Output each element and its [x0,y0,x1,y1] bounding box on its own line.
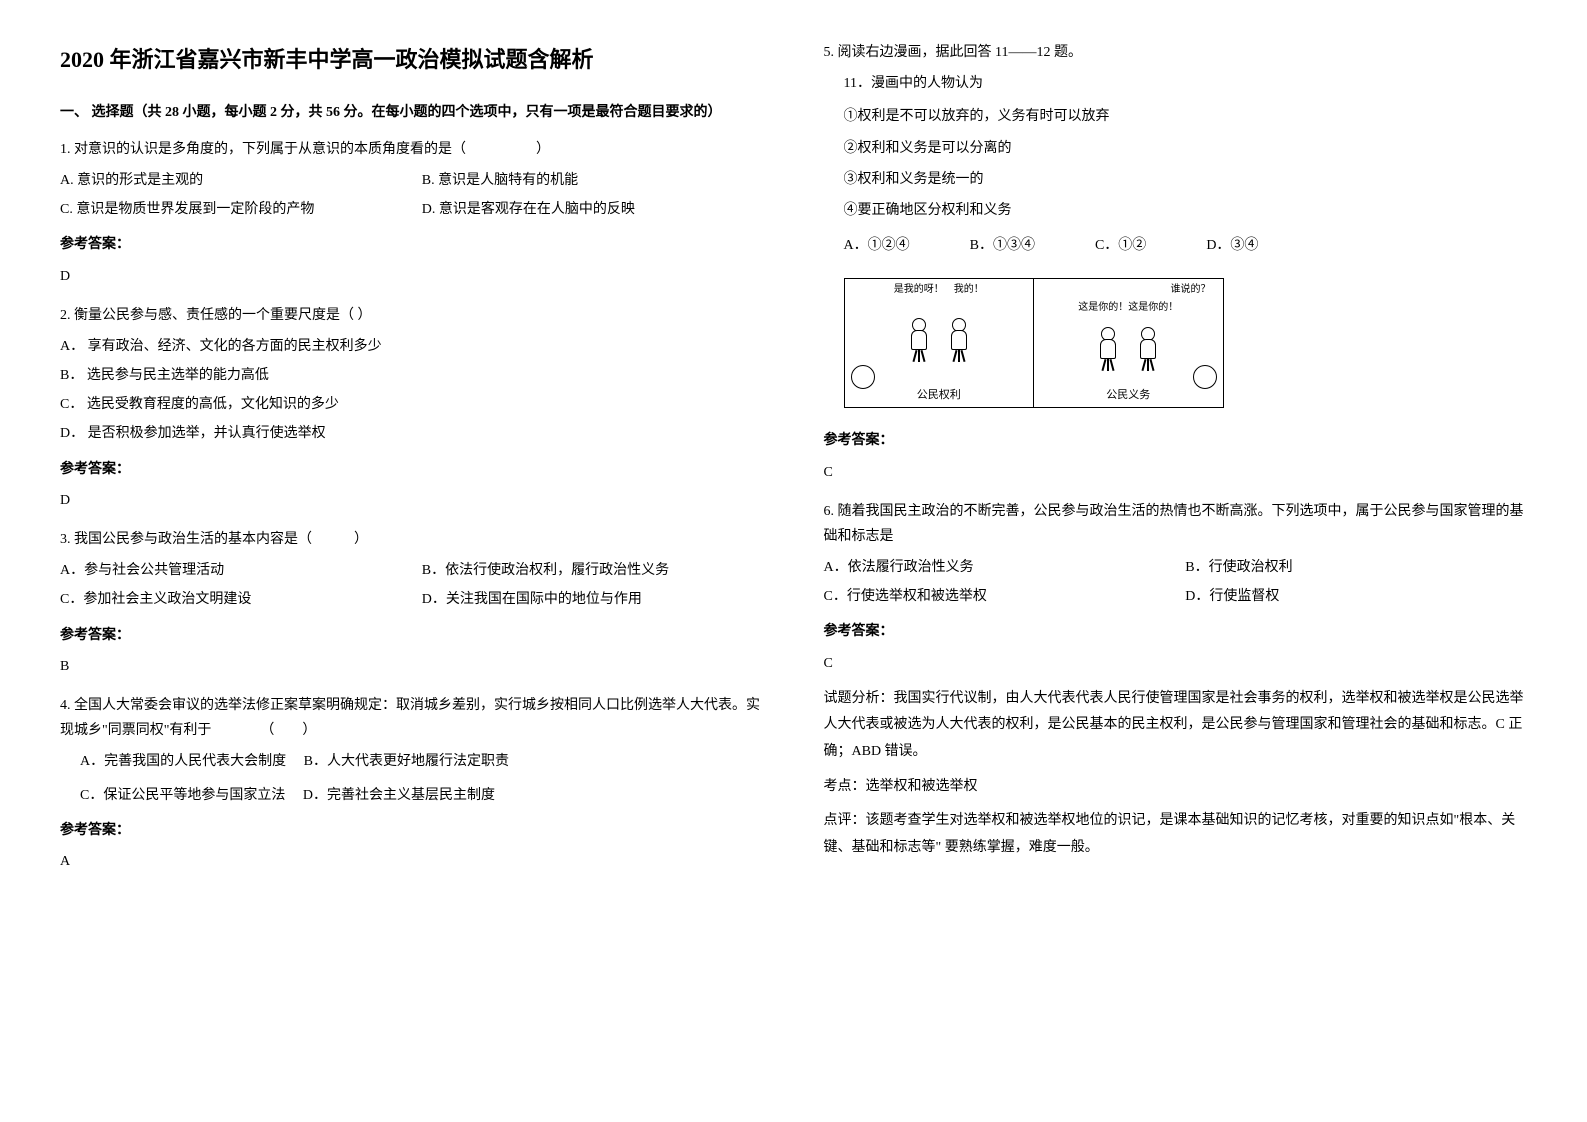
section-header: 一、 选择题（共 28 小题，每小题 2 分，共 56 分。在每小题的四个选项中… [60,100,764,125]
q2-opt-c: C． 选民受教育程度的高低，文化知识的多少 [60,392,764,417]
q5-opt-d: D．③④ [1206,233,1258,258]
q5-opt-a: A．①②④ [844,233,910,258]
q2-answer: D [60,488,764,513]
comic-right-line1: 谁说的？ [1038,281,1219,299]
comic-right-figures [1093,319,1163,385]
question-1: 1. 对意识的认识是多角度的，下列属于从意识的本质角度看的是（ ） A. 意识的… [60,137,764,289]
question-text: 1. 对意识的认识是多角度的，下列属于从意识的本质角度看的是（ ） [60,137,764,162]
q2-opt-d: D． 是否积极参加选举，并认真行使选举权 [60,421,764,446]
q5-s4: ④要正确地区分权利和义务 [844,198,1528,223]
question-6: 6. 随着我国民主政治的不断完善，公民参与政治生活的热情也不断高涨。下列选项中，… [824,499,1528,862]
ball-icon [851,365,875,389]
left-column: 2020 年浙江省嘉兴市新丰中学高一政治模拟试题含解析 一、 选择题（共 28 … [60,40,764,888]
q3-answer: B [60,654,764,679]
q2-options: A． 享有政治、经济、文化的各方面的民主权利多少 B． 选民参与民主选举的能力高… [60,334,764,447]
q5-opt-c: C．①② [1095,233,1146,258]
stick-figure-icon [904,318,934,368]
q6-explanation-1: 试题分析：我国实行代议制，由人大代表代表人民行使管理国家是社会事务的权利，选举权… [824,686,1528,766]
q5-s2: ②权利和义务是可以分离的 [844,136,1528,161]
answer-label: 参考答案： [60,818,764,843]
q6-opt-a: A．依法履行政治性义务 [824,555,1166,580]
answer-label: 参考答案： [60,232,764,257]
ball-icon [1193,365,1217,389]
comic-left: 是我的呀！ 我的！ 公民权利 [845,279,1035,407]
comic-left-caption: 是我的呀！ 我的！ [845,279,1034,301]
q4-answer: A [60,849,764,874]
q4-options: A．完善我国的人民代表大会制度 B．人大代表更好地履行法定职责 C．保证公民平等… [80,749,764,807]
q6-explanation-2: 考点：选举权和被选举权 [824,774,1528,801]
question-text: 2. 衡量公民参与感、责任感的一个重要尺度是（ ） [60,303,764,328]
question-2: 2. 衡量公民参与感、责任感的一个重要尺度是（ ） A． 享有政治、经济、文化的… [60,303,764,513]
answer-label: 参考答案： [824,428,1528,453]
comic-left-label: 公民权利 [917,386,961,408]
q4-opt-cd: C．保证公民平等地参与国家立法 D．完善社会主义基层民主制度 [80,783,764,808]
q3-options: A．参与社会公共管理活动 B．依法行使政治权利，履行政治性义务 C．参加社会主义… [60,558,764,612]
q3-opt-d: D．关注我国在国际中的地位与作用 [422,587,764,612]
page-title: 2020 年浙江省嘉兴市新丰中学高一政治模拟试题含解析 [60,40,764,80]
q3-opt-b: B．依法行使政治权利，履行政治性义务 [422,558,764,583]
q2-opt-a: A． 享有政治、经济、文化的各方面的民主权利多少 [60,334,764,359]
q6-opt-b: B．行使政治权利 [1185,555,1527,580]
q4-opt-b: B．人大代表更好地履行法定职责 [304,754,509,769]
question-3: 3. 我国公民参与政治生活的基本内容是（ ） A．参与社会公共管理活动 B．依法… [60,527,764,679]
comic-right-label: 公民义务 [1106,386,1150,408]
q5-intro: 5. 阅读右边漫画，据此回答 11——12 题。 [824,40,1528,65]
q5-answer: C [824,460,1528,485]
q1-options: A. 意识的形式是主观的 B. 意识是人脑特有的机能 C. 意识是物质世界发展到… [60,168,764,222]
q4-opt-c: C．保证公民平等地参与国家立法 [80,788,285,803]
q2-opt-b: B． 选民参与民主选举的能力高低 [60,363,764,388]
question-text: 4. 全国人大常委会审议的选举法修正案草案明确规定：取消城乡差别，实行城乡按相同… [60,693,764,743]
comic-right-caption: 谁说的？ 这是你的！这是你的！ [1034,279,1223,319]
q1-opt-c: C. 意识是物质世界发展到一定阶段的产物 [60,197,402,222]
stick-figure-icon [944,318,974,368]
comic-panel: 是我的呀！ 我的！ 公民权利 谁说的？ [844,278,1224,408]
q3-opt-c: C．参加社会主义政治文明建设 [60,587,402,612]
comic-right: 谁说的？ 这是你的！这是你的！ 公民义务 [1034,279,1223,407]
q6-opt-c: C．行使选举权和被选举权 [824,584,1166,609]
q6-opt-d: D．行使监督权 [1185,584,1527,609]
comic-left-figures [904,301,974,385]
stick-figure-icon [1133,327,1163,377]
q1-opt-b: B. 意识是人脑特有的机能 [422,168,764,193]
answer-label: 参考答案： [60,623,764,648]
question-5: 5. 阅读右边漫画，据此回答 11——12 题。 11．漫画中的人物认为 ①权利… [824,40,1528,485]
answer-label: 参考答案： [60,457,764,482]
q1-opt-a: A. 意识的形式是主观的 [60,168,402,193]
q4-opt-a: A．完善我国的人民代表大会制度 [80,754,286,769]
page-container: 2020 年浙江省嘉兴市新丰中学高一政治模拟试题含解析 一、 选择题（共 28 … [60,40,1527,888]
q6-explanation-3: 点评：该题考查学生对选举权和被选举权地位的识记，是课本基础知识的记忆考核，对重要… [824,808,1528,861]
question-text: 3. 我国公民参与政治生活的基本内容是（ ） [60,527,764,552]
q5-options: A．①②④ B．①③④ C．①② D．③④ [844,233,1528,258]
stick-figure-icon [1093,327,1123,377]
question-text: 6. 随着我国民主政治的不断完善，公民参与政治生活的热情也不断高涨。下列选项中，… [824,499,1528,549]
q1-opt-d: D. 意识是客观存在在人脑中的反映 [422,197,764,222]
q6-options: A．依法履行政治性义务 B．行使政治权利 C．行使选举权和被选举权 D．行使监督… [824,555,1528,609]
answer-label: 参考答案： [824,619,1528,644]
question-4: 4. 全国人大常委会审议的选举法修正案草案明确规定：取消城乡差别，实行城乡按相同… [60,693,764,874]
q3-opt-a: A．参与社会公共管理活动 [60,558,402,583]
q5-sub: 11．漫画中的人物认为 [844,71,1528,96]
q6-answer: C [824,651,1528,676]
q5-opt-b: B．①③④ [970,233,1035,258]
q5-s3: ③权利和义务是统一的 [844,167,1528,192]
q4-opt-d: D．完善社会主义基层民主制度 [303,788,495,803]
right-column: 5. 阅读右边漫画，据此回答 11——12 题。 11．漫画中的人物认为 ①权利… [824,40,1528,888]
q5-s1: ①权利是不可以放弃的，义务有时可以放弃 [844,104,1528,129]
comic-right-line2: 这是你的！这是你的！ [1038,299,1219,317]
q4-opt-ab: A．完善我国的人民代表大会制度 B．人大代表更好地履行法定职责 [80,749,764,774]
q1-answer: D [60,264,764,289]
